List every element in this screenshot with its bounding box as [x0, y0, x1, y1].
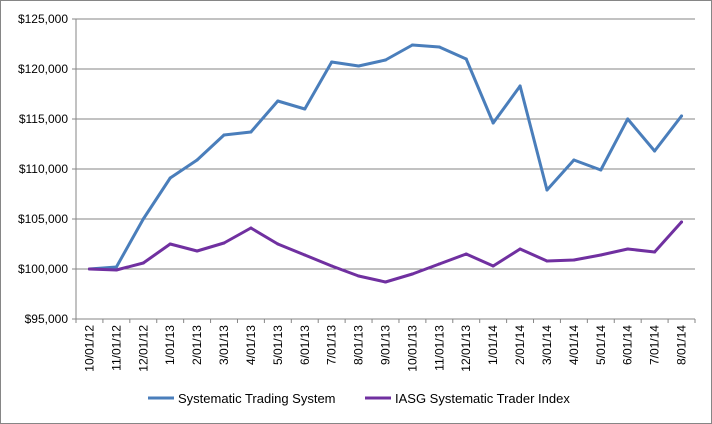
data-point-series-2	[545, 259, 549, 263]
x-tick-label: 7/01/14	[648, 325, 662, 365]
data-point-series-2	[141, 261, 145, 265]
data-point-series-1	[222, 133, 226, 137]
x-tick-label: 12/01/13	[459, 325, 473, 372]
data-point-series-1	[114, 265, 118, 269]
y-tick-label: $120,000	[18, 62, 68, 76]
data-point-series-2	[653, 250, 657, 254]
data-point-series-1	[410, 43, 414, 47]
x-tick-label: 11/01/12	[109, 325, 123, 371]
data-point-series-2	[626, 247, 630, 251]
x-tick-label: 2/01/13	[190, 325, 204, 365]
data-point-series-1	[276, 99, 280, 103]
data-point-series-1	[626, 117, 630, 121]
y-axis-tick-labels: $95,000 $100,000 $105,000 $110,000 $115,000 $…	[18, 12, 68, 326]
data-point-series-1	[141, 217, 145, 221]
data-point-series-1	[249, 130, 253, 134]
x-tick-label: 12/01/12	[136, 325, 150, 372]
data-point-series-1	[195, 158, 199, 162]
data-point-series-2	[276, 242, 280, 246]
data-point-series-2	[330, 264, 334, 268]
y-tick-label: $105,000	[18, 212, 68, 226]
data-point-series-1	[464, 57, 468, 61]
data-point-series-2	[680, 220, 684, 224]
data-point-series-2	[303, 253, 307, 257]
data-point-series-1	[357, 64, 361, 68]
data-point-series-1	[437, 45, 441, 49]
y-tick-label: $125,000	[18, 12, 68, 26]
data-point-series-2	[87, 267, 91, 271]
data-point-series-2	[599, 253, 603, 257]
data-point-series-2	[222, 241, 226, 245]
x-tick-label: 4/01/14	[567, 325, 581, 365]
data-point-series-2	[437, 262, 441, 266]
axes	[75, 19, 696, 323]
x-tick-label: 10/01/13	[405, 325, 419, 372]
x-tick-label: 5/01/14	[594, 325, 608, 365]
gridlines	[72, 18, 695, 320]
data-point-series-2	[195, 249, 199, 253]
x-tick-label: 4/01/13	[244, 325, 258, 365]
data-point-series-1	[303, 107, 307, 111]
data-point-series-1	[653, 149, 657, 153]
series-line-1	[88, 43, 683, 271]
data-point-series-1	[384, 58, 387, 62]
data-point-series-2	[168, 242, 172, 246]
data-point-series-2	[114, 268, 118, 272]
x-tick-label: 6/01/13	[298, 325, 312, 365]
data-point-series-2	[249, 226, 253, 230]
x-tick-label: 1/01/13	[163, 325, 177, 365]
data-point-series-2	[518, 247, 522, 251]
data-point-series-1	[680, 114, 684, 118]
legend-label-series-1: Systematic Trading System	[178, 391, 336, 406]
y-tick-label: $95,000	[25, 312, 69, 326]
data-point-series-1	[545, 188, 549, 192]
y-tick-label: $115,000	[19, 112, 68, 126]
data-point-series-2	[491, 264, 495, 268]
data-point-series-1	[518, 84, 522, 88]
data-point-series-2	[384, 280, 387, 284]
data-point-series-1	[168, 176, 172, 180]
data-point-series-1	[599, 168, 603, 172]
data-point-series-2	[572, 258, 576, 262]
data-point-series-1	[330, 60, 334, 64]
data-point-series-1	[491, 121, 495, 125]
x-tick-label: 2/01/14	[513, 325, 527, 365]
x-tick-label: 8/01/14	[675, 325, 689, 365]
data-point-series-2	[357, 274, 361, 278]
x-tick-label: 3/01/13	[217, 325, 231, 365]
x-tick-label: 8/01/13	[352, 325, 366, 365]
data-point-series-2	[464, 252, 468, 256]
x-tick-label: 10/01/12	[82, 325, 96, 372]
x-tick-label: 9/01/13	[379, 325, 393, 365]
y-tick-label: $110,000	[19, 162, 68, 176]
legend: Systematic Trading System IASG Systemati…	[148, 391, 570, 406]
data-point-series-1	[572, 158, 576, 162]
x-axis-tick-labels: 10/01/12 11/01/12 12/01/12 1/01/13 2/01/13 3/…	[82, 325, 688, 372]
x-tick-label: 11/01/13	[432, 325, 446, 371]
x-tick-label: 7/01/13	[325, 325, 339, 365]
y-tick-label: $100,000	[18, 262, 68, 276]
data-point-series-2	[410, 272, 414, 276]
x-tick-label: 1/01/14	[486, 325, 500, 365]
x-tick-label: 5/01/13	[271, 325, 285, 365]
x-tick-label: 3/01/14	[540, 325, 554, 365]
x-tick-label: 6/01/14	[621, 325, 635, 365]
series-lines	[87, 43, 684, 284]
series-line-2	[88, 220, 683, 284]
legend-label-series-2: IASG Systematic Trader Index	[395, 391, 570, 406]
